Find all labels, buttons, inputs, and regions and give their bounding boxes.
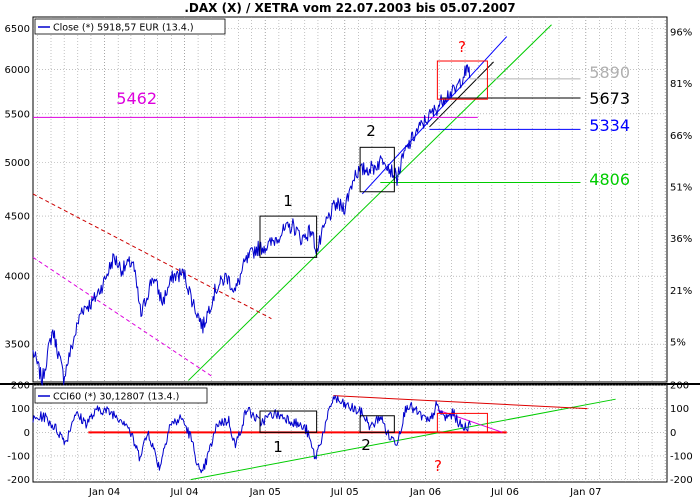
cci-upper-redline (333, 395, 588, 410)
cci-y-left-tick-label: 200 (11, 381, 30, 392)
magenta-dashed-channel (32, 256, 214, 378)
cci-y-right-tick-label: 200 (670, 381, 689, 392)
y-left-tick-label: 6500 (5, 24, 30, 35)
consolidation-box-3 (436, 60, 488, 100)
close-price-line (32, 64, 471, 386)
red-dashed-channel (32, 193, 272, 320)
level-label-5334: 5334 (589, 116, 630, 135)
cci-question-mark-label: ? (434, 457, 442, 475)
question-mark-label: ? (458, 38, 466, 56)
wave-label-2: 2 (366, 122, 376, 140)
level-label-4806: 4806 (589, 170, 630, 189)
x-tick-label: Jul 04 (169, 487, 198, 498)
cci-y-left-tick-label: -200 (7, 475, 30, 486)
annotation-boxes (259, 60, 488, 433)
y-right-tick-label: 21% (670, 286, 692, 297)
cci-y-right-tick-label: 0 (670, 428, 676, 439)
cci-series (32, 395, 471, 474)
cci-y-left-tick-label: 0 (24, 428, 30, 439)
main-legend-box (34, 18, 226, 35)
cci-wave-label-1: 1 (273, 438, 283, 456)
y-right-tick-label: 5% (670, 338, 686, 349)
y-left-tick-label: 4000 (5, 272, 30, 283)
cci-wave-label-2: 2 (361, 436, 371, 454)
y-left-tick-label: 5000 (5, 158, 30, 169)
level-label-5673: 5673 (589, 89, 630, 108)
cci-legend-box (34, 387, 208, 404)
x-tick-label: Jan 05 (249, 487, 281, 498)
x-tick-label: Jul 05 (330, 487, 359, 498)
cci-green-trendline (190, 398, 616, 481)
cci-box-2 (359, 415, 395, 433)
y-left-tick-label: 3500 (5, 340, 30, 351)
y-right-tick-label: 36% (670, 234, 692, 245)
x-tick-label: Jul 06 (490, 487, 519, 498)
y-right-tick-label: 96% (670, 28, 692, 39)
cci-line (32, 395, 471, 474)
cci-y-right-tick-label: -200 (670, 475, 693, 486)
text-layer: .DAX (X) / XETRA vom 22.07.2003 bis 05.0… (5, 1, 693, 498)
y-left-tick-label: 4500 (5, 212, 30, 223)
x-tick-label: Jan 04 (88, 487, 120, 498)
price-series (32, 64, 471, 386)
level-label-5890: 5890 (589, 63, 630, 82)
consolidation-box-2 (359, 146, 395, 193)
level-label-5462: 5462 (116, 89, 157, 108)
consolidation-box-1 (259, 215, 318, 258)
cci-legend-text: CCI60 (*) 30,12807 (13.4.) (53, 392, 179, 403)
cci-y-right-tick-label: 100 (670, 404, 689, 415)
y-right-tick-label: 66% (670, 131, 692, 142)
cci-y-left-tick-label: -100 (7, 451, 30, 462)
y-left-tick-label: 5500 (5, 109, 30, 120)
main-legend-text: Close (*) 5918,57 EUR (13.4.) (53, 23, 194, 34)
x-tick-label: Jan 07 (569, 487, 601, 498)
cci-y-left-tick-label: 100 (11, 404, 30, 415)
y-right-tick-label: 81% (670, 79, 692, 90)
cci-box-1 (259, 410, 318, 433)
cci-y-right-tick-label: -100 (670, 451, 693, 462)
x-tick-label: Jan 06 (409, 487, 441, 498)
grid (33, 17, 667, 482)
black-trendline (429, 61, 494, 128)
green-trendline (188, 24, 552, 381)
main-panel-frame (32, 16, 668, 383)
cci-box-3 (436, 412, 488, 433)
y-left-tick-label: 6000 (5, 65, 30, 76)
y-right-tick-label: 51% (670, 183, 692, 194)
chart-title: .DAX (X) / XETRA vom 22.07.2003 bis 05.0… (184, 1, 515, 15)
wave-label-1: 1 (283, 192, 293, 210)
